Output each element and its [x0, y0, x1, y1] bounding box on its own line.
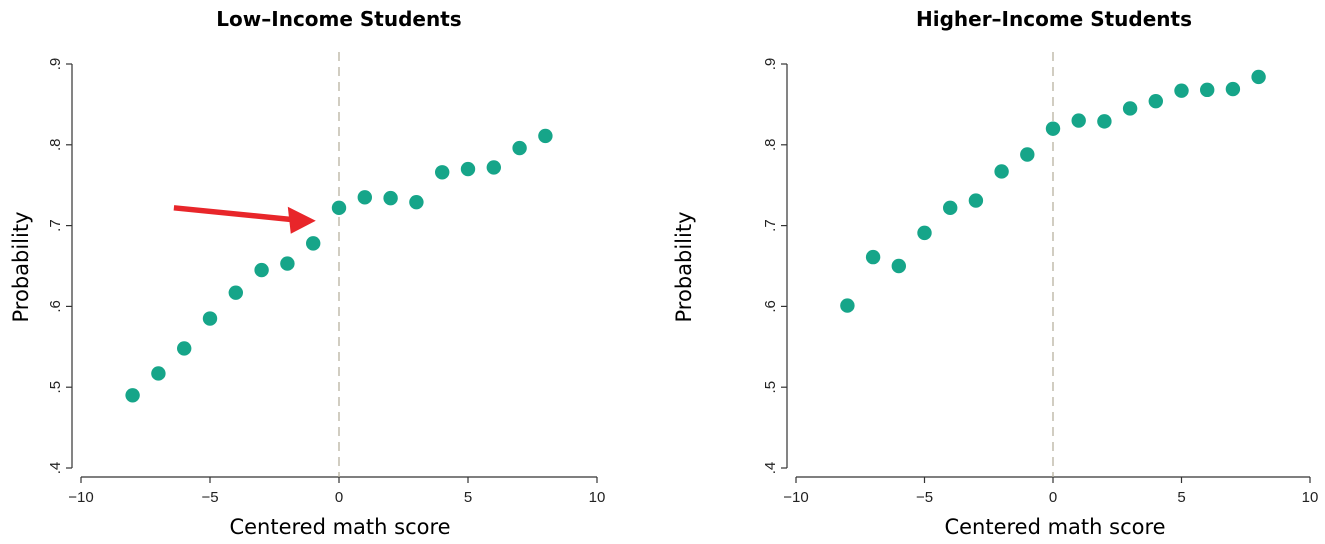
- chart-title: Low–Income Students: [216, 7, 461, 31]
- y-tick-label: .6: [762, 300, 779, 313]
- data-point: [486, 160, 501, 175]
- data-point: [306, 236, 321, 251]
- x-tick-label: 10: [589, 489, 606, 506]
- arrow-shaft: [173, 205, 295, 223]
- data-point: [331, 200, 347, 216]
- data-point: [994, 164, 1009, 179]
- y-tick-label: .7: [762, 219, 779, 232]
- x-tick-label: −5: [201, 489, 218, 506]
- y-axis-title: Probability: [672, 211, 696, 322]
- data-point: [383, 190, 398, 206]
- data-point: [151, 366, 166, 381]
- data-point: [280, 256, 295, 271]
- y-tick-label: .6: [47, 300, 64, 313]
- x-tick-label: −5: [916, 489, 933, 506]
- x-tick-label: 5: [1177, 489, 1185, 506]
- data-point: [228, 285, 243, 300]
- y-tick-label: .8: [47, 139, 64, 152]
- data-point: [865, 249, 881, 265]
- x-tick-label: −10: [783, 489, 808, 506]
- data-point: [538, 128, 553, 144]
- chart-title: Higher–Income Students: [916, 7, 1192, 31]
- data-point: [968, 193, 984, 208]
- y-tick-label: .5: [47, 381, 64, 394]
- data-point: [840, 298, 855, 313]
- y-axis-title: Probability: [9, 211, 33, 322]
- data-point: [1020, 147, 1035, 162]
- y-tick-label: .9: [47, 58, 64, 71]
- y-tick-label: .4: [47, 462, 64, 475]
- data-point: [460, 161, 476, 177]
- x-tick-label: 5: [464, 489, 472, 506]
- arrow-head: [287, 206, 316, 234]
- chart-panel-low-income: Low–Income Students Centered math score …: [0, 0, 662, 544]
- data-point: [1045, 121, 1061, 136]
- annotation-arrow: [173, 205, 316, 234]
- x-axis-title: Centered math score: [229, 515, 450, 539]
- data-point: [917, 225, 932, 241]
- data-point: [1071, 113, 1086, 128]
- data-point: [1148, 93, 1163, 109]
- y-tick-label: .4: [762, 462, 779, 475]
- data-point: [943, 200, 958, 216]
- data-point: [891, 258, 906, 274]
- chart-panel-higher-income: Higher–Income Students Centered math sco…: [663, 0, 1325, 544]
- data-point: [1200, 82, 1215, 98]
- data-point: [435, 165, 450, 180]
- y-tick-label: .9: [762, 58, 779, 71]
- data-point: [1251, 69, 1266, 85]
- data-point: [357, 190, 372, 205]
- data-point: [202, 311, 218, 326]
- y-tick-label: .8: [762, 139, 779, 152]
- data-point: [177, 341, 192, 356]
- data-point: [409, 194, 424, 210]
- higher-income-scatter-chart: Higher–Income Students Centered math sco…: [672, 7, 1319, 539]
- data-point: [1225, 81, 1241, 97]
- data-point: [1122, 101, 1138, 116]
- y-tick-label: .5: [762, 381, 779, 394]
- data-point: [1097, 114, 1112, 129]
- x-tick-label: 0: [335, 489, 343, 506]
- x-axis-title: Centered math score: [944, 515, 1165, 539]
- x-tick-label: 0: [1049, 489, 1057, 506]
- data-point: [1174, 83, 1189, 98]
- x-tick-label: −10: [68, 489, 93, 506]
- data-point: [512, 140, 527, 156]
- low-income-scatter-chart: Low–Income Students Centered math score …: [9, 7, 606, 539]
- data-point: [254, 262, 269, 278]
- x-tick-label: 10: [1302, 489, 1319, 506]
- data-point: [125, 388, 140, 403]
- y-tick-label: .7: [47, 219, 64, 232]
